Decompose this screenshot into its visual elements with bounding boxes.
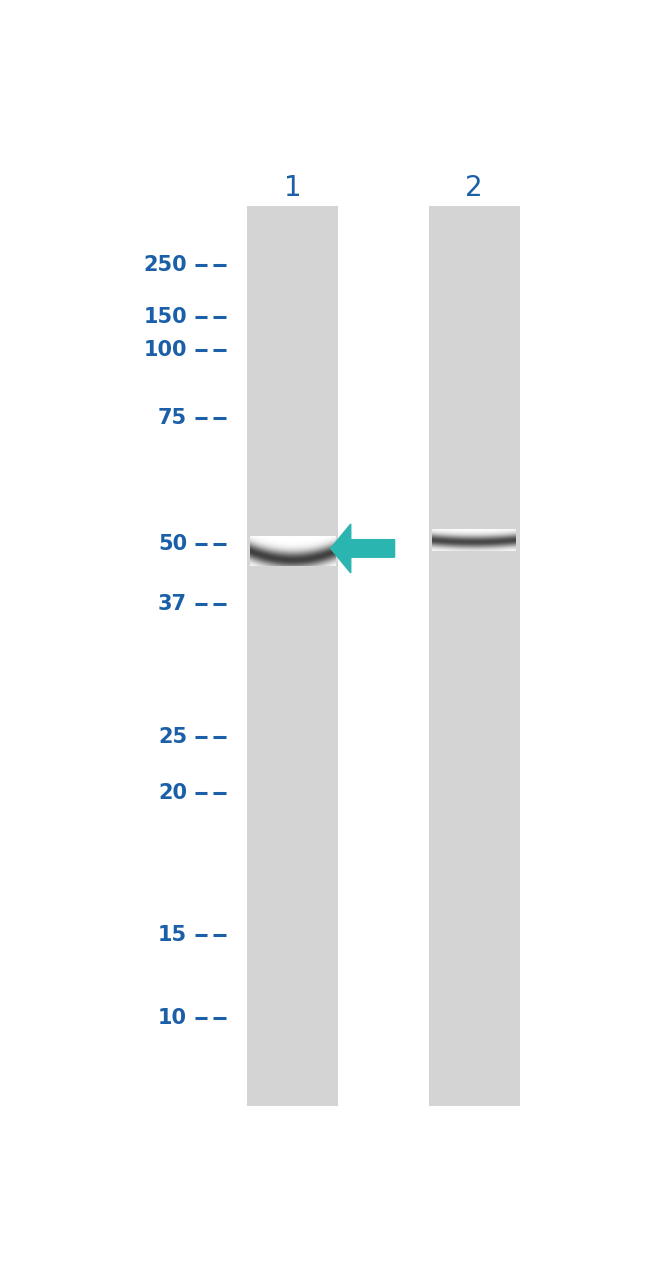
Text: 50: 50 xyxy=(158,533,187,554)
Text: 100: 100 xyxy=(144,340,187,359)
Text: 1: 1 xyxy=(284,174,302,202)
Text: 75: 75 xyxy=(158,409,187,428)
Bar xyxy=(248,206,338,1106)
Bar xyxy=(429,206,519,1106)
Text: 10: 10 xyxy=(158,1008,187,1027)
FancyArrow shape xyxy=(331,525,395,573)
Text: 25: 25 xyxy=(158,728,187,747)
Text: 150: 150 xyxy=(144,306,187,326)
Text: 250: 250 xyxy=(144,255,187,274)
Text: 37: 37 xyxy=(158,594,187,615)
Text: 15: 15 xyxy=(158,925,187,945)
Text: 2: 2 xyxy=(465,174,483,202)
Text: 20: 20 xyxy=(158,782,187,803)
